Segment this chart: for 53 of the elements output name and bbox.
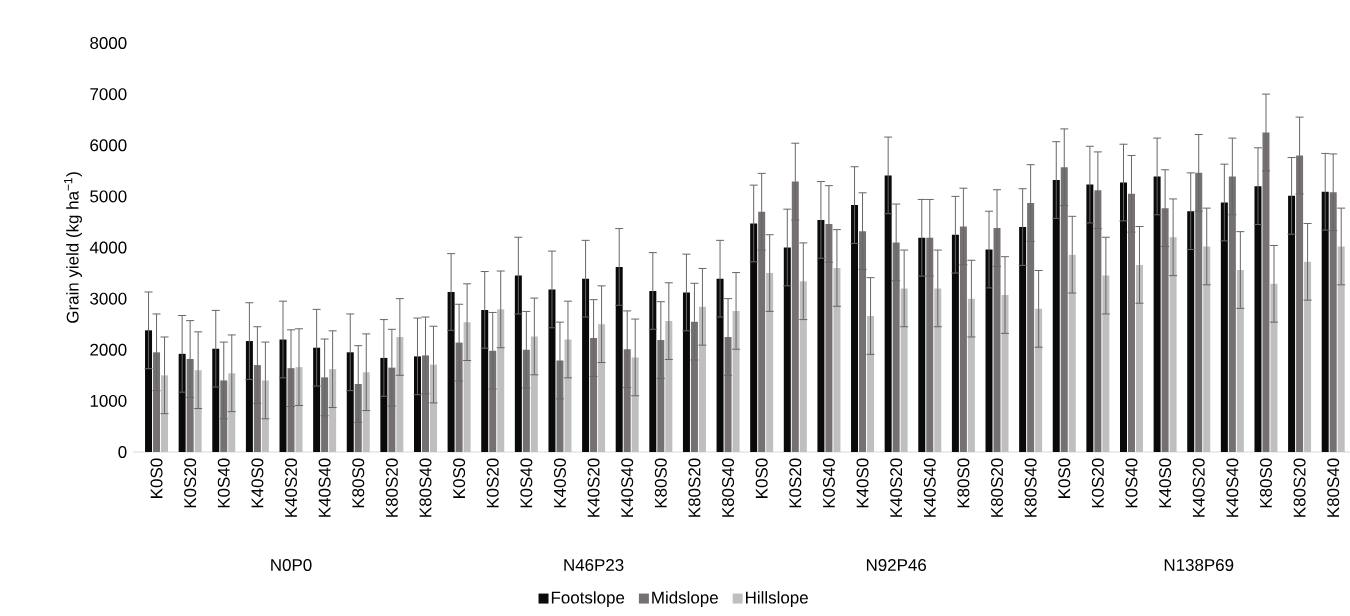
y-tick-label: 4000 bbox=[89, 241, 127, 254]
x-tick-label: K80S0 bbox=[352, 458, 365, 508]
x-tick-label: K0S40 bbox=[520, 458, 533, 508]
x-tick-label: K80S20 bbox=[1293, 458, 1306, 517]
x-tick-label: K80S40 bbox=[722, 458, 735, 517]
x-tick-label: K0S20 bbox=[184, 458, 197, 508]
x-tick-label: K0S0 bbox=[453, 458, 466, 498]
x-tick-label: K0S20 bbox=[1091, 458, 1104, 508]
y-tick-label: 2000 bbox=[90, 343, 127, 356]
x-tick-label: K40S40 bbox=[621, 458, 634, 517]
y-tick-label: 6000 bbox=[90, 139, 127, 152]
x-tick-label: K80S40 bbox=[419, 458, 432, 517]
x-tick-label: K40S0 bbox=[553, 458, 566, 508]
x-tick-label: K40S0 bbox=[1159, 458, 1172, 508]
x-tick-label: K0S0 bbox=[755, 458, 768, 498]
legend-label: Midslope bbox=[652, 591, 718, 607]
x-tick-label: K0S40 bbox=[822, 458, 835, 508]
x-tick-label: K40S20 bbox=[1192, 458, 1205, 517]
x-tick-label: K80S0 bbox=[957, 458, 970, 508]
x-tick-label: K0S40 bbox=[217, 458, 230, 508]
x-tick-label: K0S0 bbox=[1058, 458, 1071, 498]
x-tick-label: K80S40 bbox=[1024, 458, 1037, 517]
x-tick-label: K40S20 bbox=[285, 458, 298, 517]
x-tick-label: K40S40 bbox=[1226, 458, 1239, 517]
y-tick-label: 8000 bbox=[90, 37, 127, 50]
legend-label: Hillslope bbox=[746, 591, 808, 607]
y-tick-label: 3000 bbox=[90, 292, 127, 305]
x-tick-label: K40S40 bbox=[923, 458, 936, 517]
y-tick-label: 1000 bbox=[90, 394, 127, 407]
x-tick-label: K0S0 bbox=[150, 458, 163, 498]
x-tick-label: K0S20 bbox=[789, 458, 802, 508]
x-tick-label: K0S40 bbox=[1125, 458, 1138, 508]
x-tick-label: K40S20 bbox=[587, 458, 600, 517]
x-tick-label: K0S20 bbox=[486, 458, 499, 508]
text: N0P0 bbox=[271, 559, 312, 571]
legend-label: Footslope bbox=[551, 591, 625, 607]
x-tick-label: K80S20 bbox=[688, 458, 701, 517]
x-tick-label: K40S20 bbox=[890, 458, 903, 517]
y-tick-label: 5000 bbox=[90, 190, 127, 203]
y-tick-label: 0 bbox=[118, 446, 127, 458]
x-tick-label: K40S40 bbox=[318, 458, 331, 517]
x-tick-label: K80S40 bbox=[1327, 458, 1340, 517]
y-tick-label: 7000 bbox=[90, 88, 127, 101]
y-axis-title: Grain yield (kg ha$^{−1}$) bbox=[64, 172, 82, 323]
x-tick-label: K80S0 bbox=[654, 458, 667, 508]
text: N92P46 bbox=[866, 559, 926, 571]
x-tick-label: K40S0 bbox=[251, 458, 264, 508]
x-tick-label: K80S20 bbox=[385, 458, 398, 517]
x-tick-label: K80S20 bbox=[991, 458, 1004, 517]
text: N46P23 bbox=[564, 559, 624, 571]
x-tick-label: K40S0 bbox=[856, 458, 869, 508]
text: N138P69 bbox=[1164, 559, 1234, 571]
x-tick-label: K80S0 bbox=[1259, 458, 1272, 508]
